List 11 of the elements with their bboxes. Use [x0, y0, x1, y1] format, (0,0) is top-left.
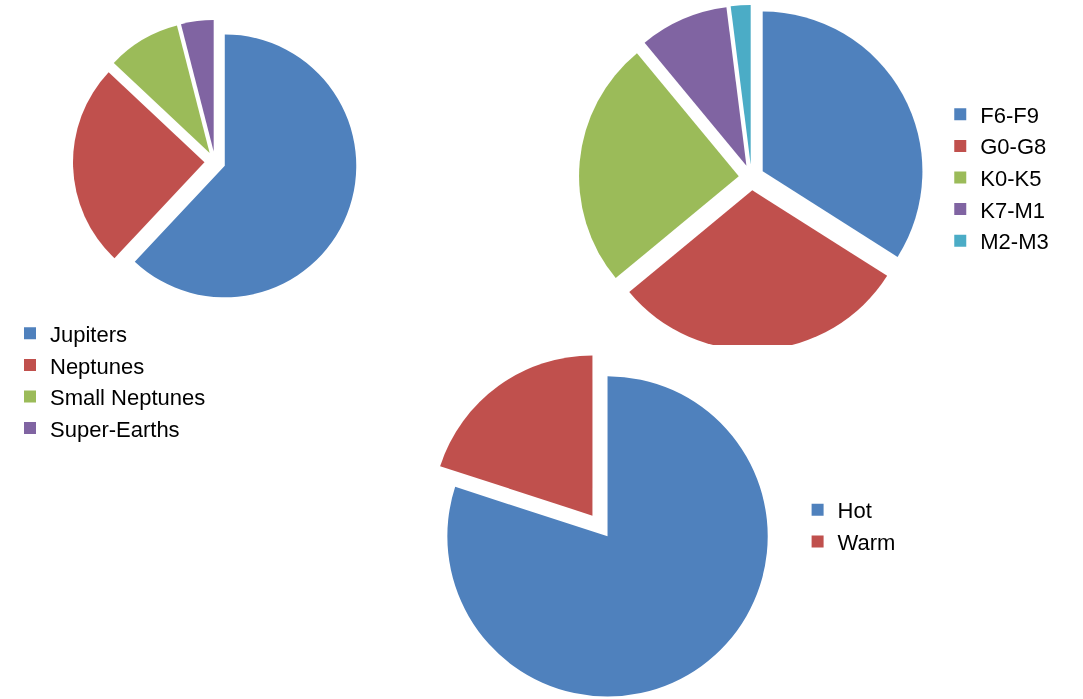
legend-label: Hot: [837, 498, 872, 524]
legend-label: Small Neptunes: [50, 385, 206, 411]
legend-label: K0-K5: [980, 166, 1042, 192]
legend-label: Neptunes: [50, 353, 145, 379]
legend-label: G0-G8: [980, 134, 1047, 160]
legend-label: F6-F9: [980, 102, 1039, 128]
legend-label: Jupiters: [50, 321, 128, 347]
legend-label: M2-M3: [980, 229, 1049, 255]
legend-label: K7-M1: [980, 197, 1046, 223]
legend-label: Super-Earths: [50, 416, 180, 442]
legend-label: Warm: [837, 529, 896, 555]
